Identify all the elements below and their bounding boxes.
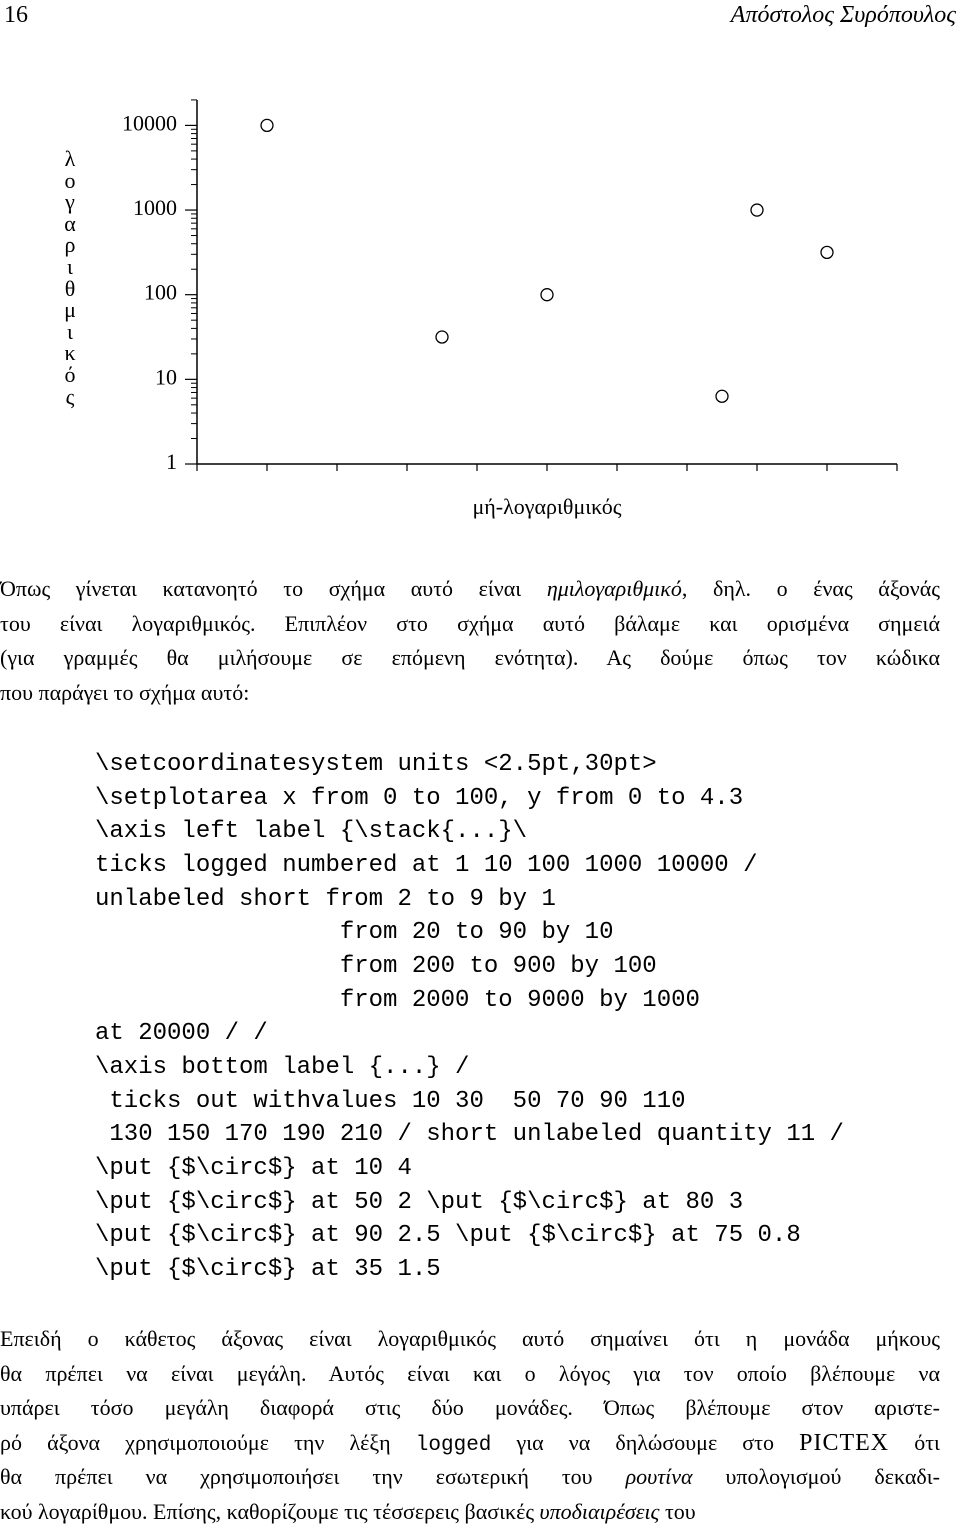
code-line: ticks logged numbered at 1 10 100 1000 1… — [95, 849, 844, 883]
text-run: ότι — [889, 1430, 940, 1455]
y-tick-label: 100 — [144, 280, 177, 305]
text-run: που παράγει το σχήμα αυτό: — [0, 680, 249, 705]
text-run: ρό άξονα χρησιμοποιούμε την λέξη — [0, 1430, 416, 1455]
text-line: ρό άξονα χρησιμοποιούμε την λέξη logged … — [0, 1426, 940, 1461]
point — [751, 204, 763, 216]
y-axis-label: λογαριθμικός — [62, 148, 78, 407]
text-line: που παράγει το σχήμα αυτό: — [0, 676, 940, 711]
code-line: \setplotarea x from 0 to 100, y from 0 t… — [95, 782, 844, 816]
code-line: unlabeled short from 2 to 9 by 1 — [95, 883, 844, 917]
point — [541, 289, 553, 301]
code-line: \put {$\circ$} at 35 1.5 — [95, 1253, 844, 1287]
code-line: \put {$\circ$} at 90 2.5 \put {$\circ$} … — [95, 1219, 844, 1253]
code-line: at 20000 / / — [95, 1017, 844, 1051]
point — [436, 331, 448, 343]
text-run: Επειδή ο κάθετος άξονας είναι λογαριθμικ… — [0, 1326, 940, 1351]
logo-text: PICTEX — [799, 1430, 889, 1456]
text-run: , δηλ. ο ένας άξονάς — [682, 576, 940, 601]
y-tick-label: 1 — [166, 449, 177, 474]
y-tick-label: 10 — [155, 364, 177, 389]
text-line: Επειδή ο κάθετος άξονας είναι λογαριθμικ… — [0, 1322, 940, 1357]
code-line: \setcoordinatesystem units <2.5pt,30pt> — [95, 748, 844, 782]
text-run: κού λογαρίθμου. Επίσης, καθορίζουμε τις … — [0, 1499, 540, 1524]
paragraph: Επειδή ο κάθετος άξονας είναι λογαριθμικ… — [0, 1322, 940, 1529]
text-line: θα πρέπει να χρησιμοποιήσει την εσωτερικ… — [0, 1460, 940, 1495]
italic-text: υποδιαιρέσεις — [540, 1499, 660, 1524]
text-line: (για γραμμές θα μιλήσουμε σε επόμενη ενό… — [0, 641, 940, 676]
chart: μή-λογαριθμικός 1 10 100 1000 10000 — [0, 0, 960, 540]
text-run: υπολογισμού δεκαδι- — [693, 1464, 940, 1489]
text-line: θα πρέπει να είναι μεγάλη. Αυτός είναι κ… — [0, 1357, 940, 1392]
code-line: \put {$\circ$} at 50 2 \put {$\circ$} at… — [95, 1186, 844, 1220]
paragraph: Όπως γίνεται κατανοητό το σχήμα αυτό είν… — [0, 572, 940, 710]
text-line: υπάρει τόσο μεγάλη διαφορά στις δύο μονά… — [0, 1391, 940, 1426]
text-run: υπάρει τόσο μεγάλη διαφορά στις δύο μονά… — [0, 1395, 940, 1420]
text-run: (για γραμμές θα μιλήσουμε σε επόμενη ενό… — [0, 645, 940, 670]
code-line: from 2000 to 9000 by 1000 — [95, 984, 844, 1018]
text-run: θα πρέπει να είναι μεγάλη. Αυτός είναι κ… — [0, 1361, 940, 1386]
monospace-text: logged — [416, 1434, 492, 1457]
point — [261, 119, 273, 131]
y-tick-label: 1000 — [133, 195, 177, 220]
text-run: του — [659, 1499, 695, 1524]
text-run: Όπως γίνεται κατανοητό το σχήμα αυτό είν… — [0, 576, 547, 601]
text-run: του είναι λογαριθμικός. Επιπλέον στο σχή… — [0, 611, 940, 636]
text-run: θα πρέπει να χρησιμοποιήσει την εσωτερικ… — [0, 1464, 626, 1489]
text-line: του είναι λογαριθμικός. Επιπλέον στο σχή… — [0, 607, 940, 642]
italic-text: ημιλογαριθμικό — [547, 576, 682, 601]
y-tick-label: 10000 — [122, 110, 177, 135]
x-axis-label: μή-λογαριθμικός — [472, 494, 621, 519]
text-line: κού λογαρίθμου. Επίσης, καθορίζουμε τις … — [0, 1495, 940, 1529]
code-line: ticks out withvalues 10 30 50 70 90 110 — [95, 1085, 844, 1119]
point — [821, 246, 833, 258]
code-line: \axis left label {\stack{...}\ — [95, 815, 844, 849]
point — [716, 390, 728, 402]
code-line: from 20 to 90 by 10 — [95, 916, 844, 950]
code-line: \put {$\circ$} at 10 4 — [95, 1152, 844, 1186]
text-line: Όπως γίνεται κατανοητό το σχήμα αυτό είν… — [0, 572, 940, 607]
italic-text: ρουτίνα — [626, 1464, 693, 1489]
code-line: 130 150 170 190 210 / short unlabeled qu… — [95, 1118, 844, 1152]
code-block: \setcoordinatesystem units <2.5pt,30pt>\… — [95, 748, 844, 1287]
code-line: from 200 to 900 by 100 — [95, 950, 844, 984]
text-run: για να δηλώσουμε στο — [491, 1430, 799, 1455]
code-line: \axis bottom label {...} / — [95, 1051, 844, 1085]
